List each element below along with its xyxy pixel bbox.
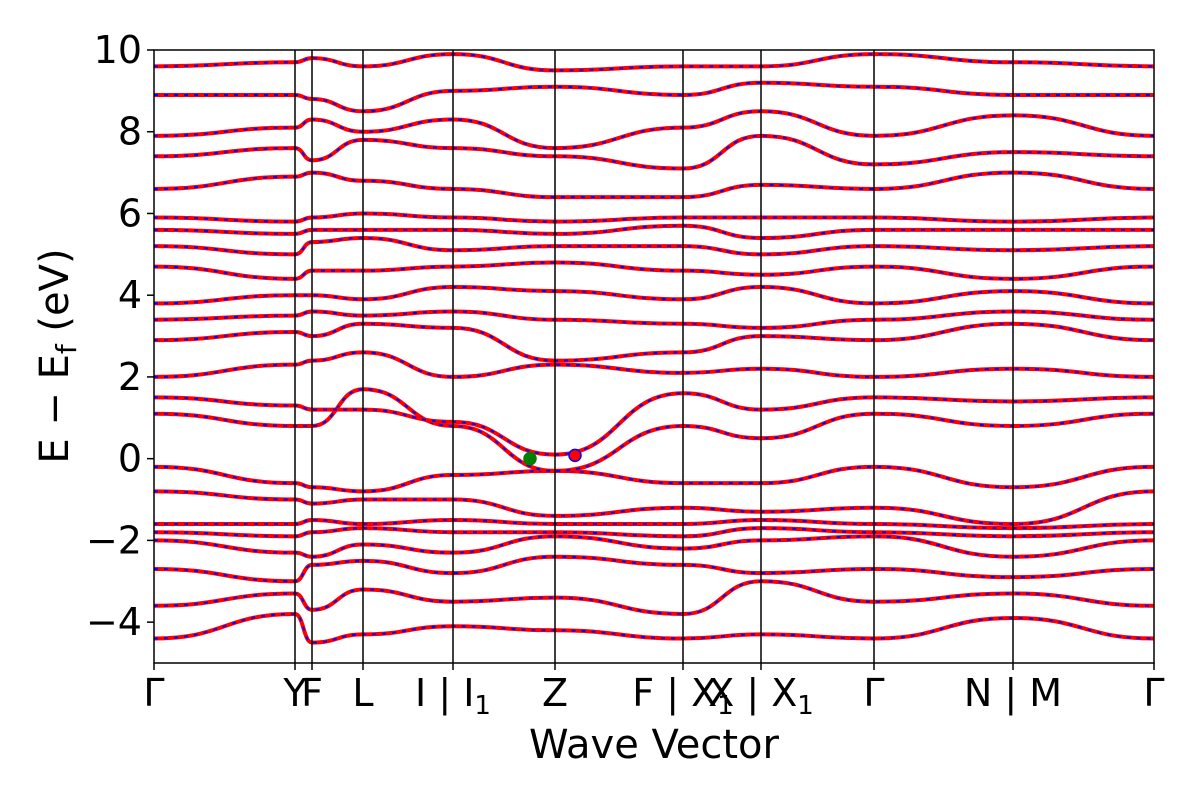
x-tick-label-0: Γ (143, 671, 164, 715)
crossing-point-marker-1 (568, 448, 582, 463)
band-line-dft-19 (154, 133, 1154, 171)
band-line-model-8 (154, 388, 1154, 472)
y-tick-label-5: 6 (118, 191, 142, 235)
band-line-model-17 (154, 212, 1154, 223)
band-line-model-22 (154, 53, 1154, 72)
x-tick-label-4: I | I1 (415, 671, 491, 721)
band-line-model-4 (154, 527, 1154, 538)
x-tick-label-7: X | X1 (708, 671, 814, 721)
band-line-model-0 (154, 612, 1154, 644)
band-line-dft-15 (154, 235, 1154, 257)
band-line-model-7 (154, 465, 1154, 493)
y-axis-label-main: E − E (32, 354, 78, 464)
band-line-dft-9 (154, 391, 1154, 457)
x-tick-label-3: L (352, 671, 373, 715)
band-line-dft-3 (154, 534, 1154, 559)
y-tick-label-6: 8 (118, 110, 142, 154)
x-tick-label-5: Z (542, 671, 568, 715)
band-line-model-6 (154, 490, 1154, 526)
band-line-dft-22 (154, 52, 1154, 73)
band-line-dft-7 (154, 464, 1154, 494)
x-axis-label: Wave Vector (529, 722, 780, 768)
y-tick-label-0: −4 (86, 600, 142, 644)
x-tick-label-8: Γ (863, 671, 884, 715)
band-line-model-15 (154, 236, 1154, 256)
band-line-model-12 (154, 310, 1154, 329)
band-line-model-3 (154, 535, 1154, 558)
band-line-model-1 (154, 580, 1154, 615)
y-axis-label: E − Ef (eV) (32, 248, 83, 463)
y-tick-label-3: 2 (118, 355, 142, 399)
band-line-model-14 (154, 261, 1154, 280)
band-line-dft-10 (154, 350, 1154, 379)
band-line-model-18 (154, 171, 1154, 199)
band-line-model-13 (154, 286, 1154, 305)
band-line-model-20 (154, 110, 1154, 150)
y-axis-label-unit: (eV) (32, 248, 78, 344)
band-line-model-21 (154, 81, 1154, 113)
x-tick-label-6: F | X1 (632, 671, 733, 721)
x-tick-label-10: Γ (1143, 671, 1164, 715)
crossing-point-marker-0 (523, 451, 537, 466)
y-tick-label-7: 10 (94, 28, 142, 72)
y-tick-label-2: 0 (118, 437, 142, 481)
band-line-model-2 (154, 555, 1154, 583)
y-tick-label-4: 4 (118, 273, 142, 317)
x-tick-label-2: F (301, 671, 323, 715)
band-line-model-16 (154, 224, 1154, 239)
band-line-dft-18 (154, 170, 1154, 200)
band-line-dft-5 (154, 517, 1154, 531)
band-line-model-11 (154, 322, 1154, 362)
band-line-dft-21 (154, 80, 1154, 114)
y-axis-label-subscript: f (50, 343, 83, 354)
x-tick-label-9: N | M (964, 671, 1062, 716)
band-line-dft-1 (154, 579, 1154, 616)
band-line-dft-11 (154, 321, 1154, 363)
x-tick-label-1: Y (282, 671, 307, 715)
plot-frame (153, 49, 1155, 664)
y-tick-label-1: −2 (86, 518, 142, 562)
band-line-model-10 (154, 351, 1154, 378)
